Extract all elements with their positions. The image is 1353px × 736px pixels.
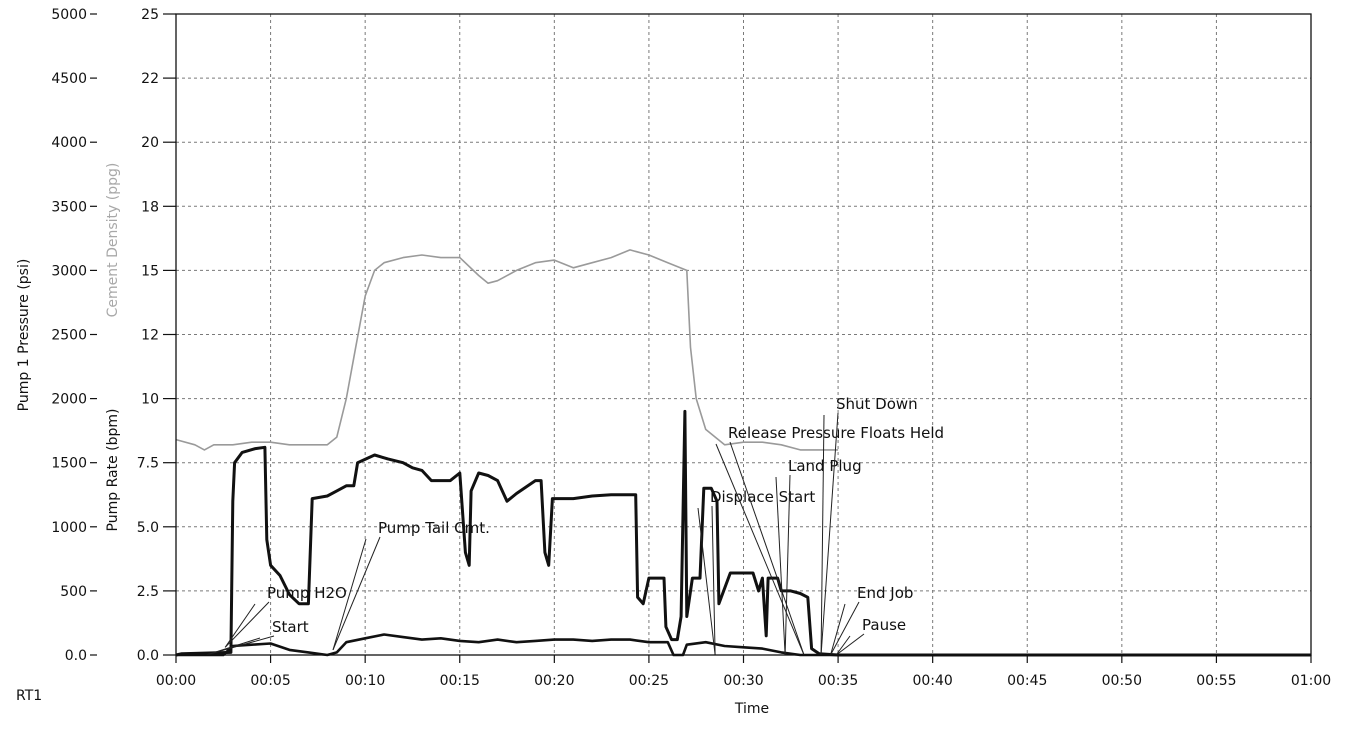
- x-tick-label: 00:50: [1102, 673, 1142, 689]
- left-tick-label: 500: [60, 584, 87, 600]
- x-tick-label: 00:25: [629, 673, 669, 689]
- grid-lines: [176, 14, 1311, 655]
- corner-label: RT1: [16, 688, 42, 704]
- right-tick-label: 20: [141, 135, 159, 151]
- series-group: [175, 249, 1311, 657]
- right-tick-label: 2.5: [137, 584, 159, 600]
- annotation-label: Pump H2O: [267, 584, 347, 602]
- annotation-label: Shut Down: [836, 395, 918, 413]
- annotation: Pump H2O: [224, 584, 347, 648]
- x-tick-label: 00:55: [1196, 673, 1236, 689]
- annotation: Displace Start: [697, 488, 815, 656]
- right-tick-label: 12: [141, 328, 159, 344]
- annotation-line: [711, 505, 716, 656]
- annotation-line: [715, 443, 805, 656]
- right-tick-label: 25: [141, 7, 159, 23]
- annotation: Pause: [835, 616, 906, 656]
- right-tick-label: 7.5: [137, 456, 159, 472]
- x-tick-label: 00:10: [345, 673, 385, 689]
- right-tick-label: 0.0: [137, 648, 159, 664]
- left-axis-ticks: 0.0 500 1000 1500 2000 2500 3000 3500 4000 4500 50…: [51, 7, 97, 664]
- left-tick-label: 3000: [51, 263, 87, 279]
- x-axis-ticks: 00:00 00:05 00:10 00:15 00:20 00:25 00:30 00:35…: [156, 655, 1331, 689]
- annotation: Land Plug: [775, 457, 862, 656]
- left-axis-title: Pump 1 Pressure (psi): [16, 259, 32, 412]
- left-tick-label: 4000: [51, 135, 87, 151]
- x-tick-label: 00:20: [534, 673, 574, 689]
- annotation: End Job: [830, 584, 913, 656]
- annotation-line: [830, 603, 846, 656]
- left-tick-label: 5000: [51, 7, 87, 23]
- right-axis-title: Pump Rate (bpm): [105, 409, 121, 532]
- annotation-line: [820, 412, 839, 656]
- annotation-line: [830, 601, 860, 656]
- left-tick-label: 1500: [51, 456, 87, 472]
- annotation: Release Pressure Floats Held: [715, 424, 944, 656]
- annotation-line: [784, 474, 791, 656]
- annotation-line: [835, 633, 865, 656]
- right-tick-label: 5.0: [137, 520, 159, 536]
- annotation-line: [820, 414, 825, 656]
- annotation-label: Pause: [862, 616, 906, 634]
- x-tick-label: 00:05: [250, 673, 290, 689]
- x-tick-label: 00:45: [1007, 673, 1047, 689]
- x-tick-label: 01:00: [1291, 673, 1331, 689]
- annotation-line: [729, 441, 805, 656]
- series-line-2: [175, 249, 839, 451]
- x-axis-title: Time: [734, 701, 769, 717]
- annotation: Start: [206, 618, 309, 656]
- annotation-label: End Job: [857, 584, 913, 602]
- left-tick-label: 1000: [51, 520, 87, 536]
- annotation-label: Pump Tail Cmt.: [378, 519, 490, 537]
- annotation-label: Land Plug: [788, 457, 862, 475]
- left-tick-label: 4500: [51, 71, 87, 87]
- right-axis-title-2: Cement Density (ppg): [105, 163, 121, 318]
- annotation-line: [835, 635, 851, 656]
- right-tick-label: 22: [141, 71, 159, 87]
- annotations-group: Start Pump H2O Pump Tail Cmt. Displace Star…: [206, 395, 944, 656]
- annotation: Shut Down: [820, 395, 918, 656]
- annotation: Pump Tail Cmt.: [332, 519, 490, 651]
- annotation-label: Displace Start: [710, 488, 815, 506]
- right-tick-label: 10: [141, 392, 159, 408]
- annotation-line: [775, 476, 786, 656]
- annotation-line: [206, 637, 261, 656]
- left-tick-label: 2500: [51, 328, 87, 344]
- annotation-line: [224, 601, 270, 648]
- x-tick-label: 00:40: [912, 673, 952, 689]
- left-tick-label: 3500: [51, 199, 87, 215]
- right-tick-label: 18: [141, 199, 159, 215]
- series-line-0: [175, 409, 1311, 657]
- x-tick-label: 00:00: [156, 673, 196, 689]
- annotation-line: [697, 507, 716, 656]
- series-line-1: [176, 633, 1311, 657]
- left-tick-label: 0.0: [65, 648, 87, 664]
- annotation-line: [224, 603, 256, 648]
- annotation-line: [332, 538, 367, 651]
- right-tick-label: 15: [141, 263, 159, 279]
- annotation-line: [332, 536, 381, 651]
- x-tick-label: 00:30: [723, 673, 763, 689]
- x-tick-label: 00:15: [440, 673, 480, 689]
- x-tick-label: 00:35: [818, 673, 858, 689]
- left-tick-label: 2000: [51, 392, 87, 408]
- annotation-label: Start: [272, 618, 309, 636]
- annotation-label: Release Pressure Floats Held: [728, 424, 944, 442]
- right-axis-ticks: 0.0 2.5 5.0 7.5 10 12 15 18 20 22 25: [137, 7, 176, 664]
